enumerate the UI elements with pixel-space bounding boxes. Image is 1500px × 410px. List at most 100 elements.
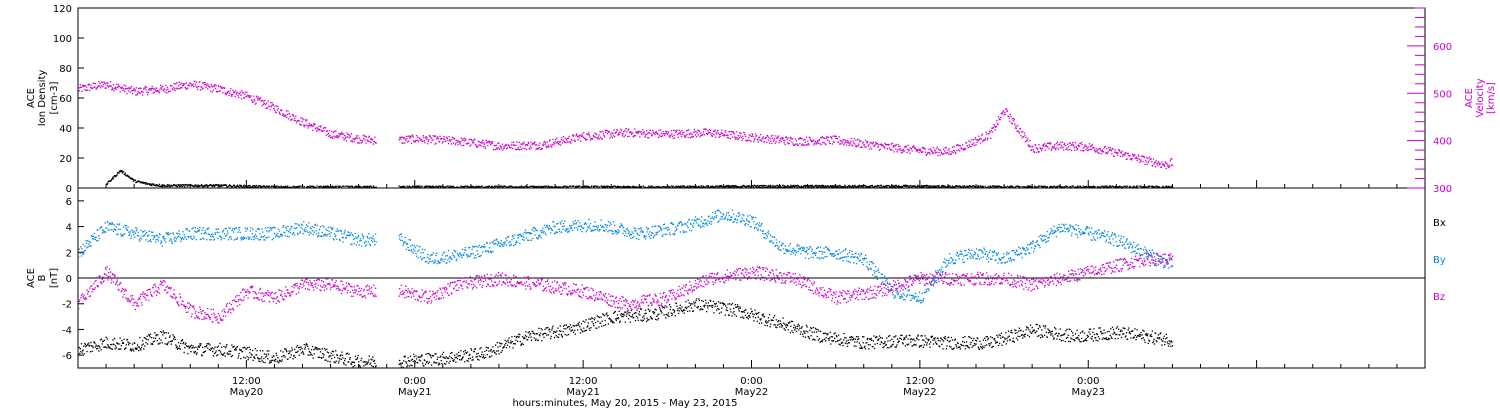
data-point [223,87,225,89]
data-point [931,186,933,189]
data-point [111,343,113,346]
data-point [670,185,672,187]
data-point [235,347,237,349]
data-point [976,186,978,188]
data-point [547,144,550,147]
data-point [497,350,500,352]
data-point [1009,186,1011,188]
data-point [1096,149,1098,151]
data-point [217,184,220,186]
data-point [694,301,697,304]
data-point [638,311,640,313]
data-point [130,350,133,352]
data-point [97,345,99,347]
data-point [518,148,520,150]
data-point [783,328,785,330]
data-point [845,144,848,146]
data-point [671,135,674,137]
data-point [578,321,580,324]
data-point [212,355,214,357]
data-point [843,144,845,146]
data-point [817,142,819,144]
data-point [424,363,427,365]
data-point [329,361,331,363]
data-point [1106,152,1109,155]
data-point [339,358,341,360]
data-point [657,314,659,316]
data-point [827,137,830,139]
data-point [1024,141,1027,143]
data-point [591,317,593,319]
data-point [717,132,720,134]
data-point [743,317,745,319]
data-point [504,339,506,342]
data-point [417,186,419,188]
data-point [435,353,437,355]
data-point [1062,186,1064,188]
data-point [456,186,458,188]
data-point [170,343,172,345]
data-point [849,336,851,338]
data-point [427,143,429,145]
data-point [330,355,332,357]
data-point [370,185,372,187]
data-point [1171,185,1173,187]
data-point [118,343,120,345]
data-point [763,186,766,189]
data-point [808,185,810,187]
x-tick-time: 0:00 [1077,376,1099,387]
data-point [227,353,230,355]
data-point [261,105,263,107]
data-point [409,185,411,187]
data-point [993,124,995,126]
data-point [840,143,842,145]
data-point [596,327,598,329]
data-point [175,83,177,85]
data-point [442,356,444,358]
data-point [175,184,177,186]
data-point [773,315,776,317]
data-point [318,128,321,130]
data-point [643,318,645,320]
data-point [86,350,88,353]
data-point [172,334,174,336]
data-point [681,130,683,132]
data-point [281,359,283,361]
data-point [1032,186,1034,189]
data-point [1028,145,1031,147]
data-point [1004,111,1006,114]
data-point [506,340,508,343]
data-point [907,148,909,150]
data-point [261,186,263,188]
data-point [821,341,823,343]
data-point [784,140,786,142]
data-point [855,345,857,347]
data-point [1075,146,1077,148]
data-point [890,186,892,189]
data-point [166,184,168,186]
data-point [853,338,855,340]
data-point [358,142,360,144]
data-point [618,133,620,136]
data-point [1000,116,1002,119]
data-point [507,341,510,343]
data-point [582,186,584,188]
data-point [541,340,543,342]
data-point [1088,185,1090,187]
data-point [648,318,650,321]
data-point [633,316,635,319]
data-point [758,311,760,314]
data-point [736,306,738,308]
data-point [610,135,612,137]
data-point [469,145,471,147]
data-point [802,335,804,338]
data-point [640,131,642,133]
data-point [820,340,822,343]
data-point [466,351,469,353]
data-point [159,342,161,344]
data-point [675,132,677,134]
data-point [518,333,520,335]
data-point [279,113,281,115]
data-point [515,186,518,189]
data-point [667,312,670,314]
